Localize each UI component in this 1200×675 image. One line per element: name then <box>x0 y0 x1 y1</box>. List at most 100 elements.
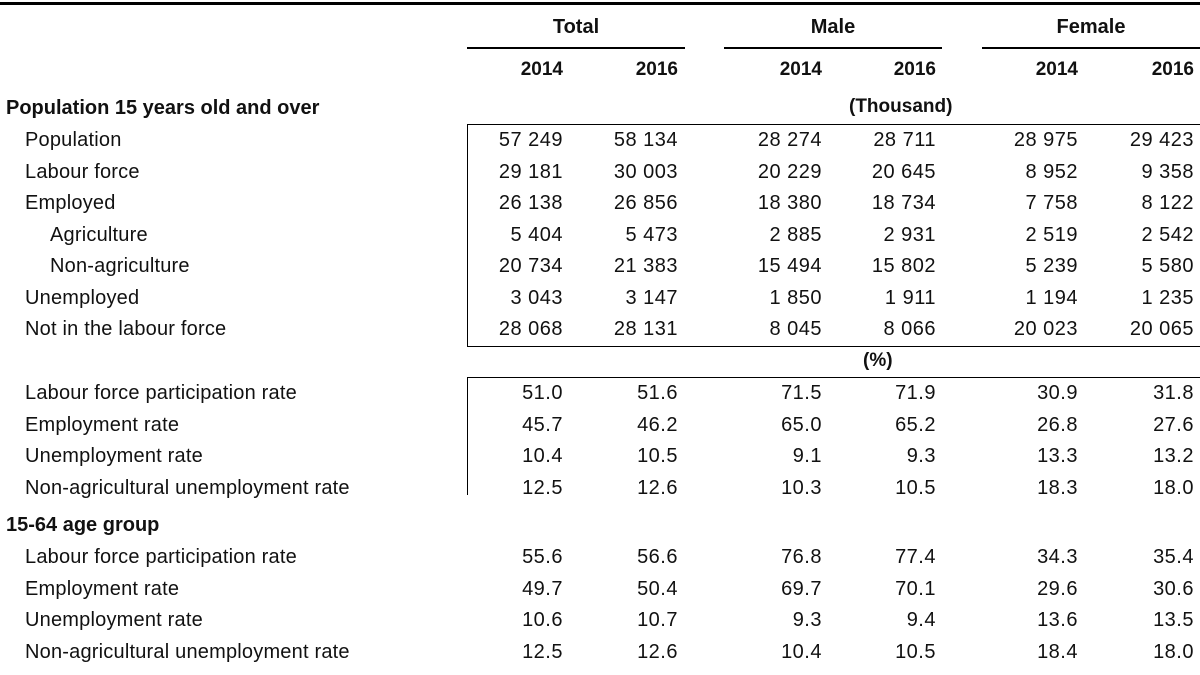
table-cell: 10.3 <box>781 476 822 499</box>
table-cell: 8 045 <box>769 318 822 340</box>
table-cell: 65.0 <box>781 413 822 436</box>
table-rule <box>467 346 1200 347</box>
table-cell: 29 181 <box>498 160 563 183</box>
table-cell: 49.7 <box>522 577 563 600</box>
table-cell: 12.6 <box>637 640 678 663</box>
table-cell: 50.4 <box>637 577 678 600</box>
table-cell: 70.1 <box>895 577 936 600</box>
table-cell: 13.2 <box>1153 445 1194 467</box>
row-label: Labour force <box>25 160 140 183</box>
row-label: Labour force participation rate <box>25 382 297 404</box>
table-border-left <box>467 124 468 346</box>
table-cell: 46.2 <box>637 413 678 436</box>
table-cell: 9 358 <box>1141 160 1194 183</box>
table-cell: 29 423 <box>1129 129 1194 151</box>
table-cell: 5 473 <box>625 223 678 246</box>
table-cell: 1 850 <box>769 286 822 309</box>
table-cell: 28 975 <box>1013 129 1078 151</box>
table-cell: 18.0 <box>1153 640 1194 663</box>
row-label: Non-agriculture <box>50 255 190 277</box>
table-cell: 12.6 <box>637 476 678 499</box>
table-rule <box>467 124 1200 125</box>
table-cell: 26.8 <box>1037 413 1078 436</box>
table-cell: 1 194 <box>1025 286 1078 309</box>
table-cell: 18 380 <box>757 192 822 214</box>
table-cell: 10.5 <box>895 476 936 499</box>
table-cell: 51.6 <box>637 382 678 404</box>
year-header: 2016 <box>893 59 936 80</box>
table-cell: 18.3 <box>1037 476 1078 499</box>
table-cell: 35.4 <box>1153 546 1194 568</box>
table-cell: 1 235 <box>1141 286 1194 309</box>
table-cell: 13.6 <box>1037 609 1078 631</box>
group-rule-total <box>467 47 685 49</box>
table-cell: 10.5 <box>895 640 936 663</box>
table-cell: 5 580 <box>1141 255 1194 277</box>
table-cell: 30 003 <box>613 160 678 183</box>
unit-label-percent: (%) <box>863 350 893 371</box>
table-cell: 9.1 <box>792 445 822 467</box>
row-label: Employed <box>25 192 116 214</box>
unit-label-thousand: (Thousand) <box>849 96 953 117</box>
table-cell: 10.5 <box>637 445 678 467</box>
table-cell: 3 147 <box>625 286 678 309</box>
table-border-left <box>467 377 468 495</box>
table-cell: 9.3 <box>906 445 936 467</box>
year-header: 2014 <box>779 59 822 80</box>
table-cell: 21 383 <box>613 255 678 277</box>
table-cell: 10.4 <box>781 640 822 663</box>
table-cell: 18.0 <box>1153 476 1194 499</box>
table-cell: 15 802 <box>871 255 936 277</box>
table-cell: 69.7 <box>781 577 822 600</box>
row-label: Unemployment rate <box>25 445 203 467</box>
table-cell: 34.3 <box>1037 546 1078 568</box>
table-cell: 31.8 <box>1153 382 1194 404</box>
table-cell: 28 274 <box>757 129 822 151</box>
row-label: Non-agricultural unemployment rate <box>25 476 350 499</box>
table-cell: 30.6 <box>1153 577 1194 600</box>
group-header-female: Female <box>1056 16 1126 38</box>
table-cell: 28 131 <box>613 318 678 340</box>
table-cell: 12.5 <box>522 640 563 663</box>
year-header: 2014 <box>520 59 563 80</box>
table-cell: 5 239 <box>1025 255 1078 277</box>
table-cell: 71.5 <box>781 382 822 404</box>
table-cell: 51.0 <box>522 382 563 404</box>
year-header: 2016 <box>635 59 678 80</box>
table-cell: 28 068 <box>498 318 563 340</box>
table-cell: 3 043 <box>510 286 563 309</box>
row-label: Agriculture <box>50 223 148 246</box>
table-cell: 13.5 <box>1153 609 1194 631</box>
row-label: Not in the labour force <box>25 318 227 340</box>
row-label: Unemployed <box>25 286 140 309</box>
table-cell: 2 931 <box>883 223 936 246</box>
year-header: 2016 <box>1151 59 1194 80</box>
table-cell: 12.5 <box>522 476 563 499</box>
row-label: Employment rate <box>25 413 180 436</box>
group-header-male: Male <box>810 16 856 38</box>
table-cell: 20 065 <box>1129 318 1194 340</box>
section-title: 15-64 age group <box>6 514 160 536</box>
table-cell: 2 885 <box>769 223 822 246</box>
group-rule-female <box>982 47 1200 49</box>
table-cell: 27.6 <box>1153 413 1194 436</box>
table-cell: 7 758 <box>1025 192 1078 214</box>
table-cell: 28 711 <box>873 129 936 151</box>
table-cell: 20 645 <box>871 160 936 183</box>
group-header-total: Total <box>552 16 600 38</box>
table-cell: 77.4 <box>895 546 936 568</box>
table-cell: 26 138 <box>498 192 563 214</box>
table-cell: 45.7 <box>522 413 563 436</box>
table-cell: 13.3 <box>1037 445 1078 467</box>
table-cell: 2 519 <box>1025 223 1078 246</box>
table-rule <box>467 377 1200 378</box>
table-cell: 55.6 <box>522 546 563 568</box>
table-cell: 10.4 <box>522 445 563 467</box>
table-cell: 10.7 <box>637 609 678 631</box>
table-cell: 5 404 <box>510 223 563 246</box>
table-cell: 26 856 <box>613 192 678 214</box>
row-label: Labour force participation rate <box>25 546 297 568</box>
table-cell: 29.6 <box>1037 577 1078 600</box>
table-cell: 57 249 <box>498 129 563 151</box>
table-cell: 18 734 <box>871 192 936 214</box>
